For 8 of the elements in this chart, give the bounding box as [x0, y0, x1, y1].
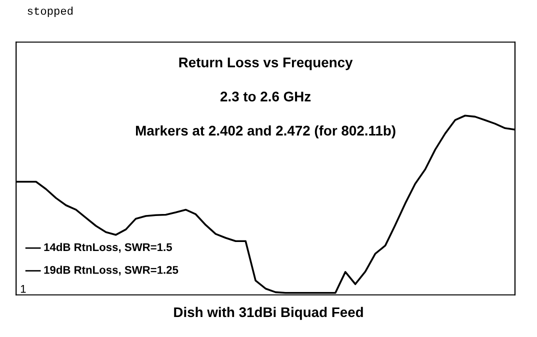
annotation: Markers at 2.402 and 2.472 (for 802.11b) — [136, 125, 396, 138]
chart-subtitle: 2.3 to 2.6 GHz — [220, 92, 311, 102]
annotation: 14dB RtnLoss, SWR=1.5 — [44, 242, 172, 253]
chart-title: Return Loss vs Frequency — [179, 58, 353, 70]
annotation: 19dB RtnLoss, SWR=1.25 — [44, 266, 178, 276]
x-axis-title: Dish with 31dBi Biquad Feed — [174, 306, 363, 320]
text: stopped — [28, 6, 73, 17]
annotation: 1 — [20, 285, 26, 293]
